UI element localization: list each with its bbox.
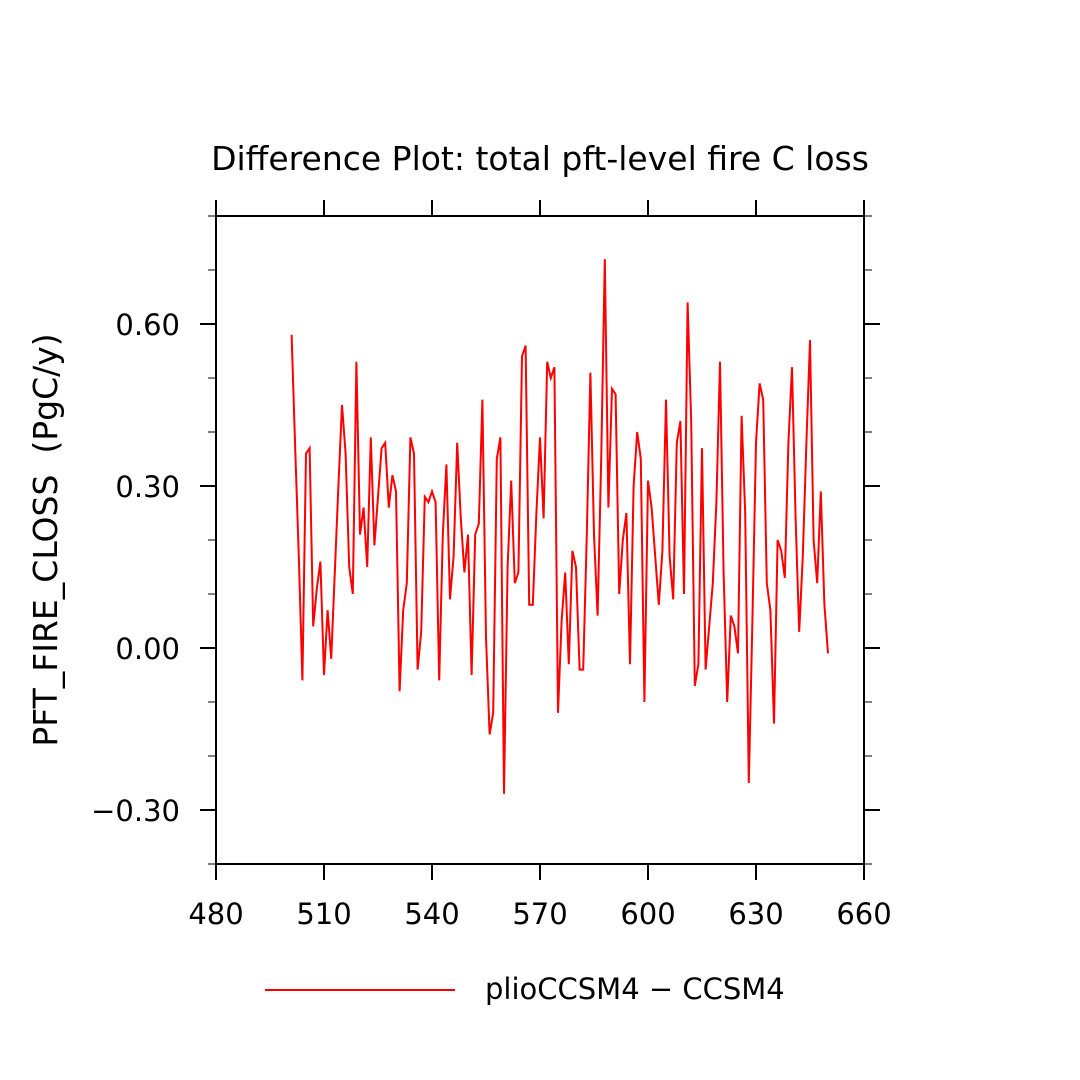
x-tick-label: 600 [620, 897, 675, 931]
x-tick-label: 480 [188, 897, 243, 931]
x-tick-label: 660 [836, 897, 891, 931]
y-tick-label: 0.30 [115, 470, 180, 504]
x-tick-label: 630 [728, 897, 783, 931]
x-tick-label: 540 [404, 897, 459, 931]
legend: plioCCSM4 − CCSM4 [265, 972, 785, 1006]
plot-frame [215, 215, 865, 865]
series-line [290, 259, 829, 794]
axis-ticks [200, 200, 880, 880]
y-tick-label: 0.60 [115, 308, 180, 342]
chart-title: Difference Plot: total pft-level fire C … [211, 139, 869, 178]
axis-tick-labels: 480 510 540 570 600 630 660 −0.30 0.00 0.30 0.60 [91, 308, 892, 931]
y-tick-label: 0.00 [115, 632, 180, 666]
y-tick-label: −0.30 [91, 794, 180, 828]
legend-label: plioCCSM4 − CCSM4 [485, 972, 785, 1006]
x-tick-label: 510 [296, 897, 351, 931]
y-axis-label: PFT_FIRE_CLOSS (PgC/y) [26, 333, 65, 746]
x-tick-label: 570 [512, 897, 567, 931]
